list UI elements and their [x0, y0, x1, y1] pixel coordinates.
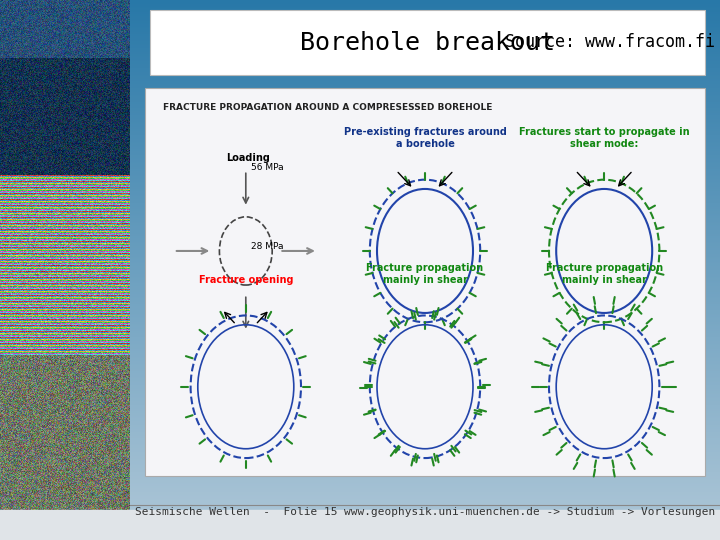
- Text: Pre-existing fractures around
a borehole: Pre-existing fractures around a borehole: [343, 127, 506, 149]
- FancyBboxPatch shape: [145, 88, 705, 476]
- Text: Fracture propagation
mainly in shear: Fracture propagation mainly in shear: [366, 264, 484, 285]
- Text: Source: www.fracom.fi: Source: www.fracom.fi: [505, 33, 715, 51]
- Text: FRACTURE PROPAGATION AROUND A COMPRESESSED BOREHOLE: FRACTURE PROPAGATION AROUND A COMPRESESS…: [163, 103, 492, 112]
- Text: Fracture propagation
mainly in shear: Fracture propagation mainly in shear: [546, 264, 663, 285]
- Text: Borehole breakout: Borehole breakout: [300, 30, 555, 55]
- Text: Fractures start to propagate in
shear mode:: Fractures start to propagate in shear mo…: [519, 127, 690, 149]
- Text: www.geophysik.uni-muenchen.de -> Studium -> Vorlesungen: www.geophysik.uni-muenchen.de -> Studium…: [343, 507, 715, 517]
- Text: 28 MPa: 28 MPa: [251, 242, 283, 252]
- Text: 56 MPa: 56 MPa: [251, 163, 284, 172]
- Text: Seismische Wellen  -  Folie 15: Seismische Wellen - Folie 15: [135, 507, 338, 517]
- Bar: [0, 510, 720, 540]
- FancyBboxPatch shape: [150, 10, 705, 75]
- Text: Fracture opening: Fracture opening: [199, 275, 293, 285]
- Text: Loading: Loading: [227, 153, 271, 163]
